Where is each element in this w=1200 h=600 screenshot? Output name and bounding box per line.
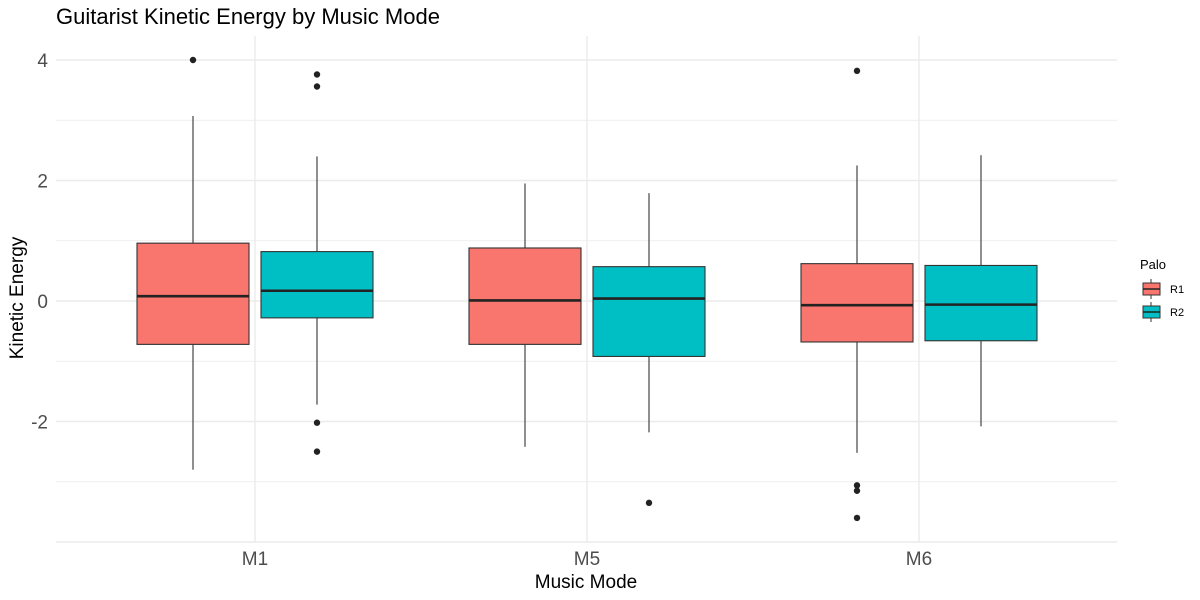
outlier-point xyxy=(313,448,321,455)
x-axis-title: Music Mode xyxy=(535,572,637,593)
legend-title: Palo xyxy=(1140,257,1166,272)
box-M1-R2 xyxy=(260,71,374,455)
y-axis-ticks: 4 2 0 -2 xyxy=(31,51,48,434)
box-M5-R1 xyxy=(468,183,582,447)
legend-label: R1 xyxy=(1170,284,1184,296)
x-tick-label: M6 xyxy=(906,549,932,570)
x-tick-label: M1 xyxy=(242,549,268,570)
legend: Palo R1 R2 xyxy=(1140,257,1184,322)
x-axis-ticks: M1 M5 M6 xyxy=(242,549,932,570)
box-body xyxy=(800,263,914,343)
legend-label: R2 xyxy=(1170,307,1184,319)
box-body xyxy=(136,242,250,345)
outlier-point xyxy=(313,71,321,78)
x-tick-label: M5 xyxy=(574,549,600,570)
box-body xyxy=(924,264,1038,342)
outlier-point xyxy=(189,56,197,64)
box-M5-R2 xyxy=(592,193,706,507)
y-tick-label: 4 xyxy=(37,51,48,72)
box-layer xyxy=(136,56,1038,522)
box-M6-R2 xyxy=(924,155,1038,427)
outlier-point xyxy=(853,67,861,75)
box-body xyxy=(260,251,374,319)
y-axis-title: Kinetic Energy xyxy=(7,236,28,359)
y-tick-label: 0 xyxy=(37,292,48,313)
box-body xyxy=(592,266,706,357)
y-tick-label: -2 xyxy=(31,413,48,434)
box-M1-R1 xyxy=(136,56,250,470)
outlier-point xyxy=(313,419,321,426)
legend-key-R1 xyxy=(1142,279,1161,299)
legend-key-R2 xyxy=(1142,302,1161,322)
outlier-point xyxy=(853,514,861,522)
box-M6-R1 xyxy=(800,67,914,522)
box-body xyxy=(468,247,582,345)
chart-title: Guitarist Kinetic Energy by Music Mode xyxy=(56,4,440,29)
y-tick-label: 2 xyxy=(37,172,48,193)
outlier-point xyxy=(853,487,861,494)
outlier-point xyxy=(313,83,321,90)
outlier-point xyxy=(853,482,861,489)
outlier-point xyxy=(645,499,653,507)
